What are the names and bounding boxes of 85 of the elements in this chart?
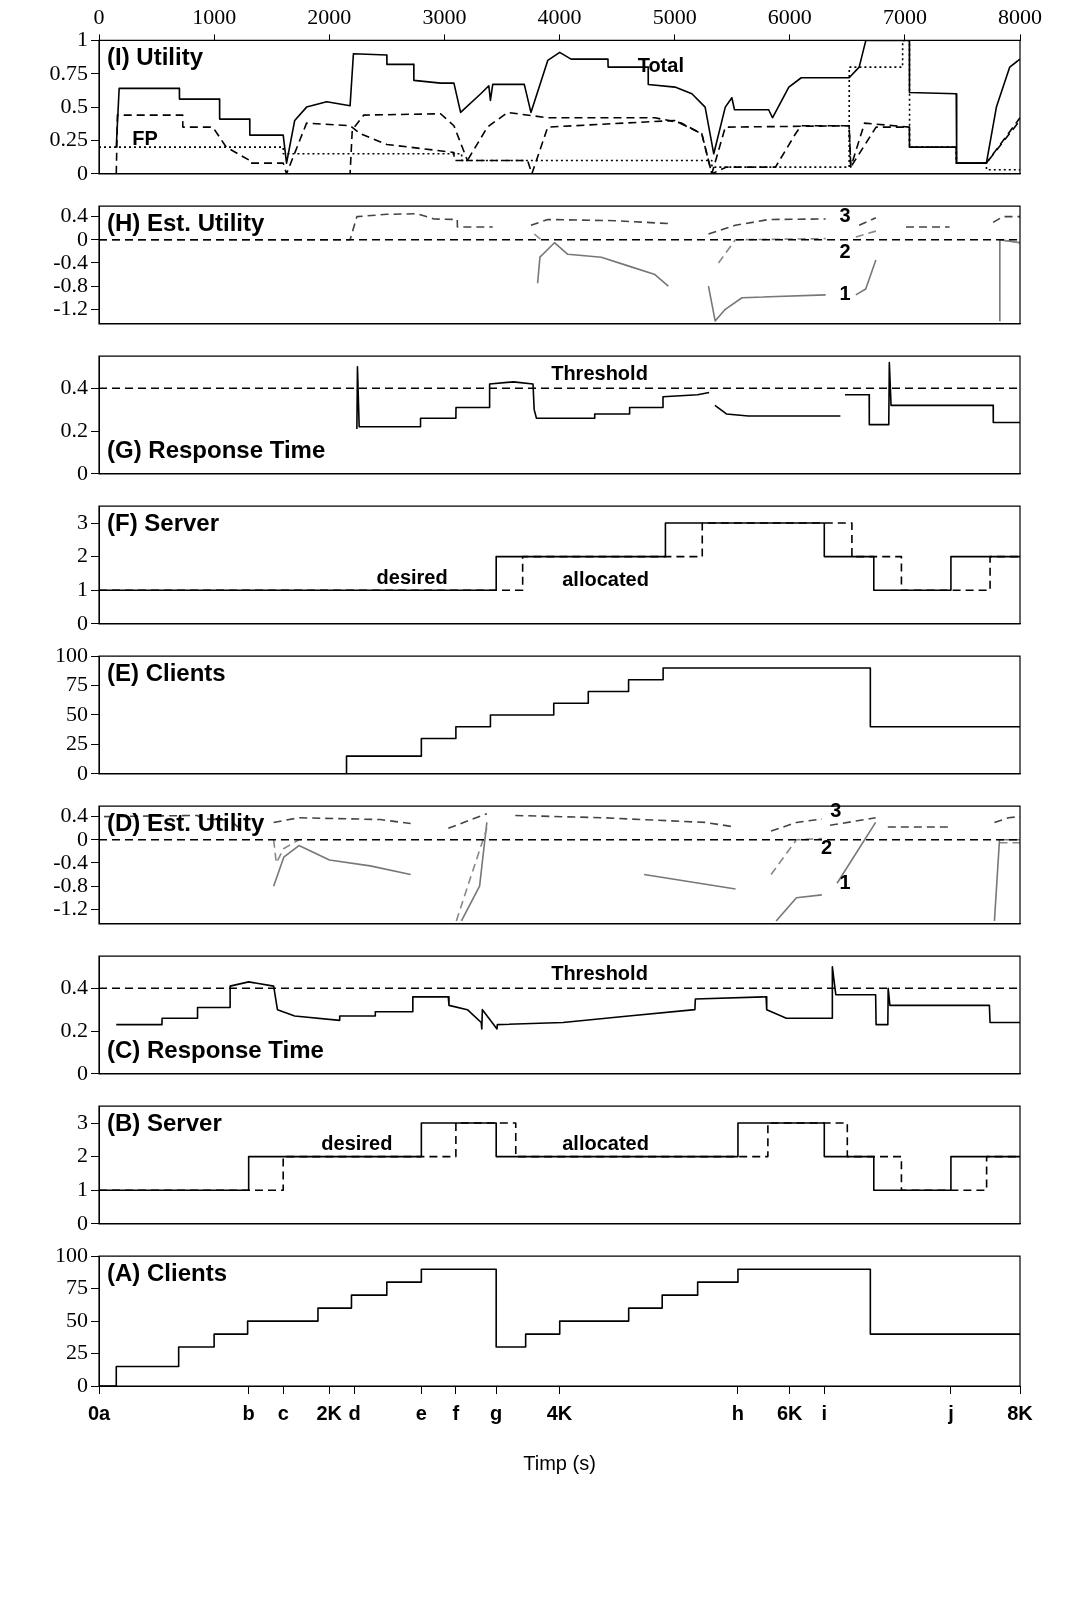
series-label: 2 [839,240,851,263]
y-tick-label: 0 [77,159,88,185]
y-tick-label: 0.75 [49,59,88,85]
y-tick-label: 0 [77,609,88,635]
y-tick-label: 100 [55,641,88,667]
series-label: desired [321,1132,393,1155]
y-tick-label: 1 [77,575,88,601]
y-tick-label: -1.2 [53,295,88,321]
x-tick-label: h [731,1401,745,1424]
y-tick-label: 0.2 [60,416,88,442]
y-tick-label: 2 [77,542,88,568]
y-tick-label: 0 [77,225,88,251]
x-tick-label: 0a [87,1401,111,1424]
x2-tick-label: 5000 [652,3,697,29]
chart-title: (F) Server [107,508,220,536]
y-tick-label: 25 [66,730,88,756]
y-tick-label: 0.4 [60,974,88,1000]
x-axis-title: Timp (s) [523,1451,596,1474]
chart-title: (I) Utility [107,43,204,71]
y-tick-label: 0 [77,1059,88,1085]
x2-tick-label: 8000 [998,3,1042,29]
series-label: allocated [562,568,649,591]
chart-title: (A) Clients [107,1258,227,1286]
y-tick-label: 50 [66,1306,88,1332]
y-tick-label: 1 [77,1175,88,1201]
y-tick-label: 0 [77,1209,88,1235]
series-label: desired [376,565,448,588]
chart-title: (H) Est. Utility [107,208,265,236]
y-tick-label: -0.8 [53,871,88,897]
x-tick-label: f [452,1401,460,1424]
x-tick-label: 8K [1007,1401,1034,1424]
y-tick-label: 0 [77,825,88,851]
series-label: allocated [562,1132,649,1155]
x2-tick-label: 1000 [192,3,237,29]
ref-line-label: Threshold [551,961,648,984]
y-tick-label: 25 [66,1339,88,1365]
x2-tick-label: 4000 [537,3,582,29]
y-tick-label: 0 [77,459,88,485]
y-tick-label: -0.4 [53,848,88,874]
series-label: 1 [839,282,851,305]
chart-title: (B) Server [107,1108,222,1136]
x2-tick-label: 3000 [422,3,467,29]
y-tick-label: 0.2 [60,1016,88,1042]
y-tick-label: 0.5 [60,92,88,118]
y-tick-label: 1 [77,26,88,52]
x-tick-label: d [348,1401,361,1424]
y-tick-label: 0.4 [60,374,88,400]
x-tick-label: b [242,1401,255,1424]
x-tick-label: g [490,1401,503,1424]
x2-tick-label: 7000 [882,3,927,29]
x-tick-label: 2K [316,1401,343,1424]
y-tick-label: 75 [66,671,88,697]
x-tick-label: 6K [776,1401,804,1424]
x-tick-label: e [415,1401,427,1424]
x-tick-label: j [947,1401,954,1424]
y-tick-label: 75 [66,1274,88,1300]
series-label: 1 [839,870,851,893]
x-tick-label: 4K [546,1401,573,1424]
y-tick-label: 3 [77,508,88,534]
text: (C) Response Time [107,1036,324,1064]
y-tick-label: -0.8 [53,271,88,297]
text: (G) Response Time [107,436,326,464]
chart-title: (E) Clients [107,658,226,686]
y-tick-label: 50 [66,700,88,726]
series-label: Total [637,53,684,76]
x2-tick-label: 6000 [767,3,812,29]
x-tick-label: c [277,1401,289,1424]
y-tick-label: 2 [77,1142,88,1168]
y-tick-label: 0.25 [49,126,88,152]
series-label: 2 [821,836,833,859]
y-tick-label: -0.4 [53,248,88,274]
series-label: 3 [839,204,851,227]
y-tick-label: 0 [77,1371,88,1397]
y-tick-label: -1.2 [53,895,88,921]
y-tick-label: 0.4 [60,802,88,828]
y-tick-label: 3 [77,1108,88,1134]
x-tick-label: i [821,1401,828,1424]
ref-line-label: Threshold [551,361,648,384]
series-label: FP [132,126,158,149]
x2-tick-label: 0 [93,3,105,29]
y-tick-label: 100 [55,1241,88,1267]
chart-title: (D) Est. Utility [107,808,265,836]
x2-tick-label: 2000 [307,3,352,29]
y-tick-label: 0 [77,759,88,785]
y-tick-label: 0.4 [60,202,88,228]
